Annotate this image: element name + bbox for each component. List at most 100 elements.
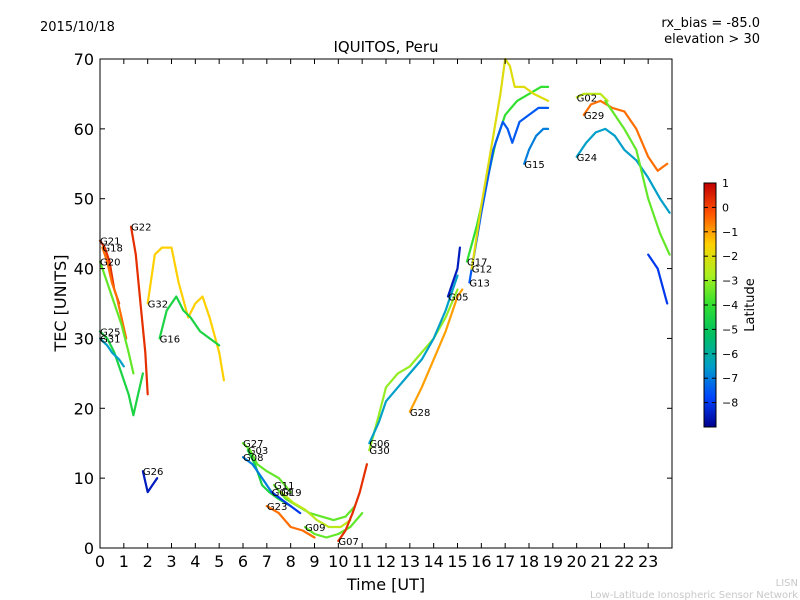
y-tick-label: 10 xyxy=(74,469,94,488)
y-tick-label: 30 xyxy=(74,329,94,348)
series-label: G02 xyxy=(577,93,597,104)
colorbar-tick-label: −1 xyxy=(722,226,738,239)
footer-network: Low-Latitude Ionospheric Sensor Network xyxy=(590,590,798,600)
series-track-g18 xyxy=(101,246,128,340)
series-label: G28 xyxy=(410,408,430,419)
x-tick-label: 11 xyxy=(352,552,372,571)
y-tick-label: 0 xyxy=(84,539,94,558)
y-tick-label: 50 xyxy=(74,190,94,209)
x-tick-label: 13 xyxy=(400,552,420,571)
series-label: G20 xyxy=(100,258,120,269)
series-track-g25 xyxy=(98,330,144,417)
x-tick-label: 3 xyxy=(166,552,176,571)
x-tick-label: 10 xyxy=(328,552,348,571)
series-label: G17 xyxy=(467,258,487,269)
series-label: G07 xyxy=(338,537,358,548)
series-label: G09 xyxy=(305,523,325,534)
x-tick-label: 0 xyxy=(95,552,105,571)
series-track-g06 xyxy=(368,274,459,445)
footer-lisn: LISN xyxy=(776,578,798,589)
series-track-g04 xyxy=(270,491,302,515)
x-tick-label: 21 xyxy=(590,552,610,571)
series-track-g23 xyxy=(265,505,316,539)
series-label: G18 xyxy=(102,244,122,255)
colorbar-tick-label: −3 xyxy=(722,275,738,288)
x-axis-label: Time [UT] xyxy=(346,575,425,594)
series-label: G25 xyxy=(100,327,120,338)
series-track-g29 xyxy=(582,99,669,172)
series-track-g16 xyxy=(158,295,221,347)
series-label: G27 xyxy=(243,439,263,450)
colorbar-tick-label: −2 xyxy=(722,250,738,263)
x-tick-label: 16 xyxy=(471,552,491,571)
series-track-g32 xyxy=(146,246,225,382)
x-tick-label: 17 xyxy=(495,552,515,571)
x-tick-label: 23 xyxy=(638,552,658,571)
series-track-g12 xyxy=(470,57,550,270)
x-tick-label: 4 xyxy=(190,552,200,571)
series-track-g17 xyxy=(465,85,550,263)
series-label: G03 xyxy=(248,446,268,457)
series-track-g11 xyxy=(272,484,357,522)
series-label: G11 xyxy=(274,481,294,492)
colorbar-tick-label: −8 xyxy=(722,397,738,410)
series-track-g28 xyxy=(408,288,464,413)
series-track-g13 xyxy=(468,106,550,284)
x-tick-label: 18 xyxy=(519,552,539,571)
series-track-g09 xyxy=(303,511,364,539)
series-track xyxy=(647,253,669,305)
y-axis-label: TEC [UNITS] xyxy=(51,255,70,353)
series-label: G05 xyxy=(448,293,468,304)
series-label: G26 xyxy=(143,467,163,478)
chart-title: IQUITOS, Peru xyxy=(333,38,438,56)
x-tick-label: 9 xyxy=(309,552,319,571)
series-label: G08 xyxy=(243,453,263,464)
series-track-g20 xyxy=(98,260,135,375)
y-tick-label: 70 xyxy=(74,50,94,69)
series-label: G16 xyxy=(160,334,180,345)
series-label: G13 xyxy=(469,279,489,290)
x-tick-label: 15 xyxy=(447,552,467,571)
series-track-g07 xyxy=(337,463,368,543)
x-tick-label: 5 xyxy=(214,552,224,571)
series-label: G15 xyxy=(524,160,544,171)
series-label: G24 xyxy=(577,153,597,164)
series-track-g24 xyxy=(575,127,671,214)
series-track-g19 xyxy=(280,491,352,529)
plot-frame xyxy=(99,58,673,549)
x-tick-label: 22 xyxy=(614,552,634,571)
series-label: G04 xyxy=(272,488,292,499)
series-track xyxy=(604,99,671,256)
series-label: G32 xyxy=(148,300,168,311)
y-tick-label: 40 xyxy=(74,260,94,279)
x-tick-label: 8 xyxy=(286,552,296,571)
series-label: G29 xyxy=(584,111,604,122)
x-tick-label: 7 xyxy=(262,552,272,571)
series-label: G23 xyxy=(267,502,287,513)
series-track-g30 xyxy=(368,288,459,452)
series-track-g02 xyxy=(575,92,609,103)
colorbar-tick-label: −5 xyxy=(722,323,738,336)
colorbar-tick-label: −7 xyxy=(722,372,738,385)
x-tick-label: 1 xyxy=(119,552,129,571)
date-label: 2015/10/18 xyxy=(40,20,115,35)
x-tick-label: 14 xyxy=(423,552,443,571)
x-tick-label: 20 xyxy=(566,552,586,571)
x-tick-label: 2 xyxy=(143,552,153,571)
colorbar-tick-label: −4 xyxy=(722,299,738,312)
series-track-g15 xyxy=(523,127,550,165)
y-tick-label: 20 xyxy=(74,399,94,418)
series-label: G12 xyxy=(472,265,492,276)
series-track-g26 xyxy=(141,470,159,494)
series-track-g31 xyxy=(98,337,125,368)
elevation-label: elevation > 30 xyxy=(664,32,760,47)
colorbar-label: Latitude xyxy=(743,278,758,332)
colorbar-tick-label: 1 xyxy=(722,177,729,190)
series-track-g27 xyxy=(241,442,292,494)
series-label: G22 xyxy=(131,223,151,234)
series-label: G21 xyxy=(100,237,120,248)
y-tick-label: 60 xyxy=(74,120,94,139)
series-label: G30 xyxy=(369,446,389,457)
colorbar-tick-label: −6 xyxy=(722,348,738,361)
